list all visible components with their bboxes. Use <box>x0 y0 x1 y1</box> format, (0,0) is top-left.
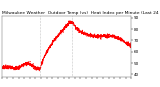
Text: Milwaukee Weather  Outdoor Temp (vs)  Heat Index per Minute (Last 24 Hours): Milwaukee Weather Outdoor Temp (vs) Heat… <box>2 11 160 15</box>
